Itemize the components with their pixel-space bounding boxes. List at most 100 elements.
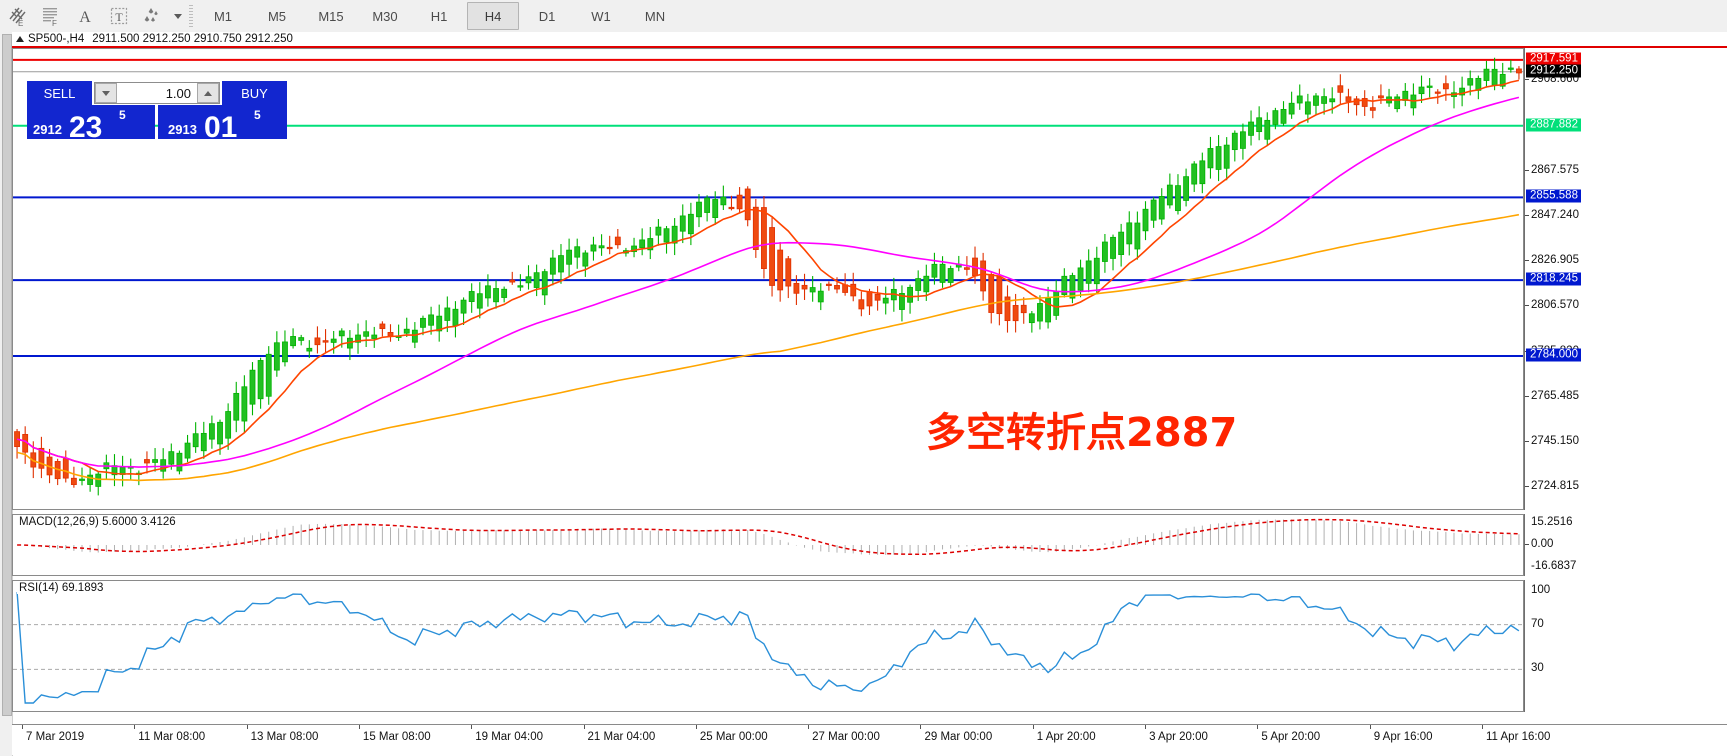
time-axis-label: 5 Apr 20:00 [1261,731,1321,743]
candlestick [1061,268,1068,298]
timeframe-m1[interactable]: M1 [213,8,233,24]
shapes-icon[interactable] [136,1,170,31]
shapes-dropdown-caret-icon[interactable] [170,1,186,31]
timeframe-h4[interactable]: H4 [467,2,519,30]
candlestick [1459,76,1466,107]
candlestick [1272,107,1279,130]
macd-axis[interactable]: 15.2516 0.00 -16.6837 [1524,514,1727,576]
ask-line-badge[interactable]: 2917.591 [1526,52,1581,66]
candlestick [704,195,711,222]
timeframe-h1[interactable]: H1 [430,8,448,24]
timeframe-w1[interactable]: W1 [591,8,611,24]
candlestick [152,448,158,472]
time-axis-tick [471,725,473,729]
candlestick [1004,285,1011,333]
candlestick [420,315,426,336]
rsi-pane[interactable]: RSI(14) 69.1893 [12,580,1524,712]
candlestick [95,471,102,496]
candlestick [485,274,491,307]
sell-button[interactable]: SELL [27,81,92,105]
candlestick [728,195,735,211]
candlestick [525,265,532,290]
candlestick [208,415,215,449]
candlestick [598,234,605,256]
price-axis-label: 2745.150 [1531,435,1579,448]
volume-decrease-button[interactable] [95,83,117,103]
rsi-label: RSI(14) 69.1893 [17,582,106,594]
candlestick [574,238,581,269]
volume-stepper[interactable]: 1.00 [94,82,220,104]
candlestick [972,246,978,284]
candlestick [744,186,751,227]
candlestick [1231,130,1238,162]
candlestick [614,228,621,249]
price-axis-tick [1525,396,1529,398]
candlestick [1248,110,1254,146]
green-level-badge[interactable]: 2887.882 [1526,118,1581,132]
crosshair-e-icon[interactable]: E [0,1,34,31]
candlestick [696,194,702,228]
candlestick [355,323,361,354]
blue-level-badge-3[interactable]: 2784.000 [1526,348,1581,362]
candlestick [111,454,118,487]
candlestick [761,195,767,279]
price-axis-tick [1525,486,1529,488]
candlestick [14,428,20,459]
candlestick [1053,280,1060,320]
macd-pane[interactable]: MACD(12,26,9) 5.6000 3.4126 [12,514,1524,576]
toolbar-separator [186,3,196,29]
bid-line-badge[interactable]: 2912.250 [1526,64,1581,78]
price-axis-tick [1525,259,1529,261]
candlestick [517,274,524,291]
sell-price-quote[interactable]: 2912 23 5 [27,105,155,139]
candlestick [1345,88,1352,114]
price-axis[interactable]: 2908.660 2867.575 2847.240 2826.905 2806.570… [1524,48,1727,510]
candlestick [1110,234,1116,271]
candlestick [1288,91,1295,119]
collapse-triangle-icon[interactable] [16,36,24,42]
timeframe-d1[interactable]: D1 [538,8,556,24]
candlestick [493,280,499,309]
timeframe-m5[interactable]: M5 [267,8,287,24]
timeframe-m15[interactable]: M15 [318,8,344,24]
candlestick [1475,75,1482,100]
blue-level-badge-2[interactable]: 2818.245 [1526,272,1581,286]
scrollbar-thumb[interactable] [2,34,12,716]
timeframe-m30[interactable]: M30 [372,8,398,24]
rsi-axis[interactable]: 100 70 30 [1524,580,1727,712]
buy-price-quote[interactable]: 2913 01 5 [158,105,287,139]
text-label-t-icon[interactable]: T [102,1,136,31]
candlestick [379,321,386,337]
macd-axis-tick [1525,544,1529,545]
fibo-f-icon[interactable]: F [34,1,68,31]
candlestick [322,329,329,353]
candlestick [817,283,824,311]
time-axis-label: 27 Mar 00:00 [812,731,880,743]
macd-axis-label: -16.6837 [1531,560,1577,572]
time-axis[interactable]: 7 Mar 2019 11 Mar 08:00 13 Mar 08:00 15 Mar… [12,724,1727,755]
buy-button[interactable]: BUY [222,81,287,105]
time-axis-label: 25 Mar 00:00 [699,731,768,743]
candlestick [549,249,556,286]
one-click-trading-panel: SELL 1.00 BUY 2912 23 5 2913 01 5 [27,81,287,139]
candlestick [330,330,337,354]
candlestick [606,235,613,255]
candlestick [1166,173,1173,209]
candlestick [1304,93,1311,123]
candlestick [752,199,759,258]
candlestick [176,450,183,475]
symbol-label: SP500-,H4 [28,33,85,45]
sell-price-main: 23 [69,111,103,140]
price-axis-label: 2826.905 [1531,253,1579,266]
candlestick [395,324,402,341]
volume-increase-button[interactable] [197,83,219,103]
trade-panel-top-row: SELL 1.00 BUY [27,81,287,105]
blue-level-badge-1[interactable]: 2855.588 [1526,189,1581,203]
macd-axis-label: 0.00 [1531,538,1554,550]
timeframe-mn[interactable]: MN [644,8,666,24]
volume-value[interactable]: 1.00 [165,85,191,101]
time-axis-tick [695,725,697,729]
text-a-icon[interactable]: A [68,1,102,31]
svg-text:T: T [115,10,123,24]
